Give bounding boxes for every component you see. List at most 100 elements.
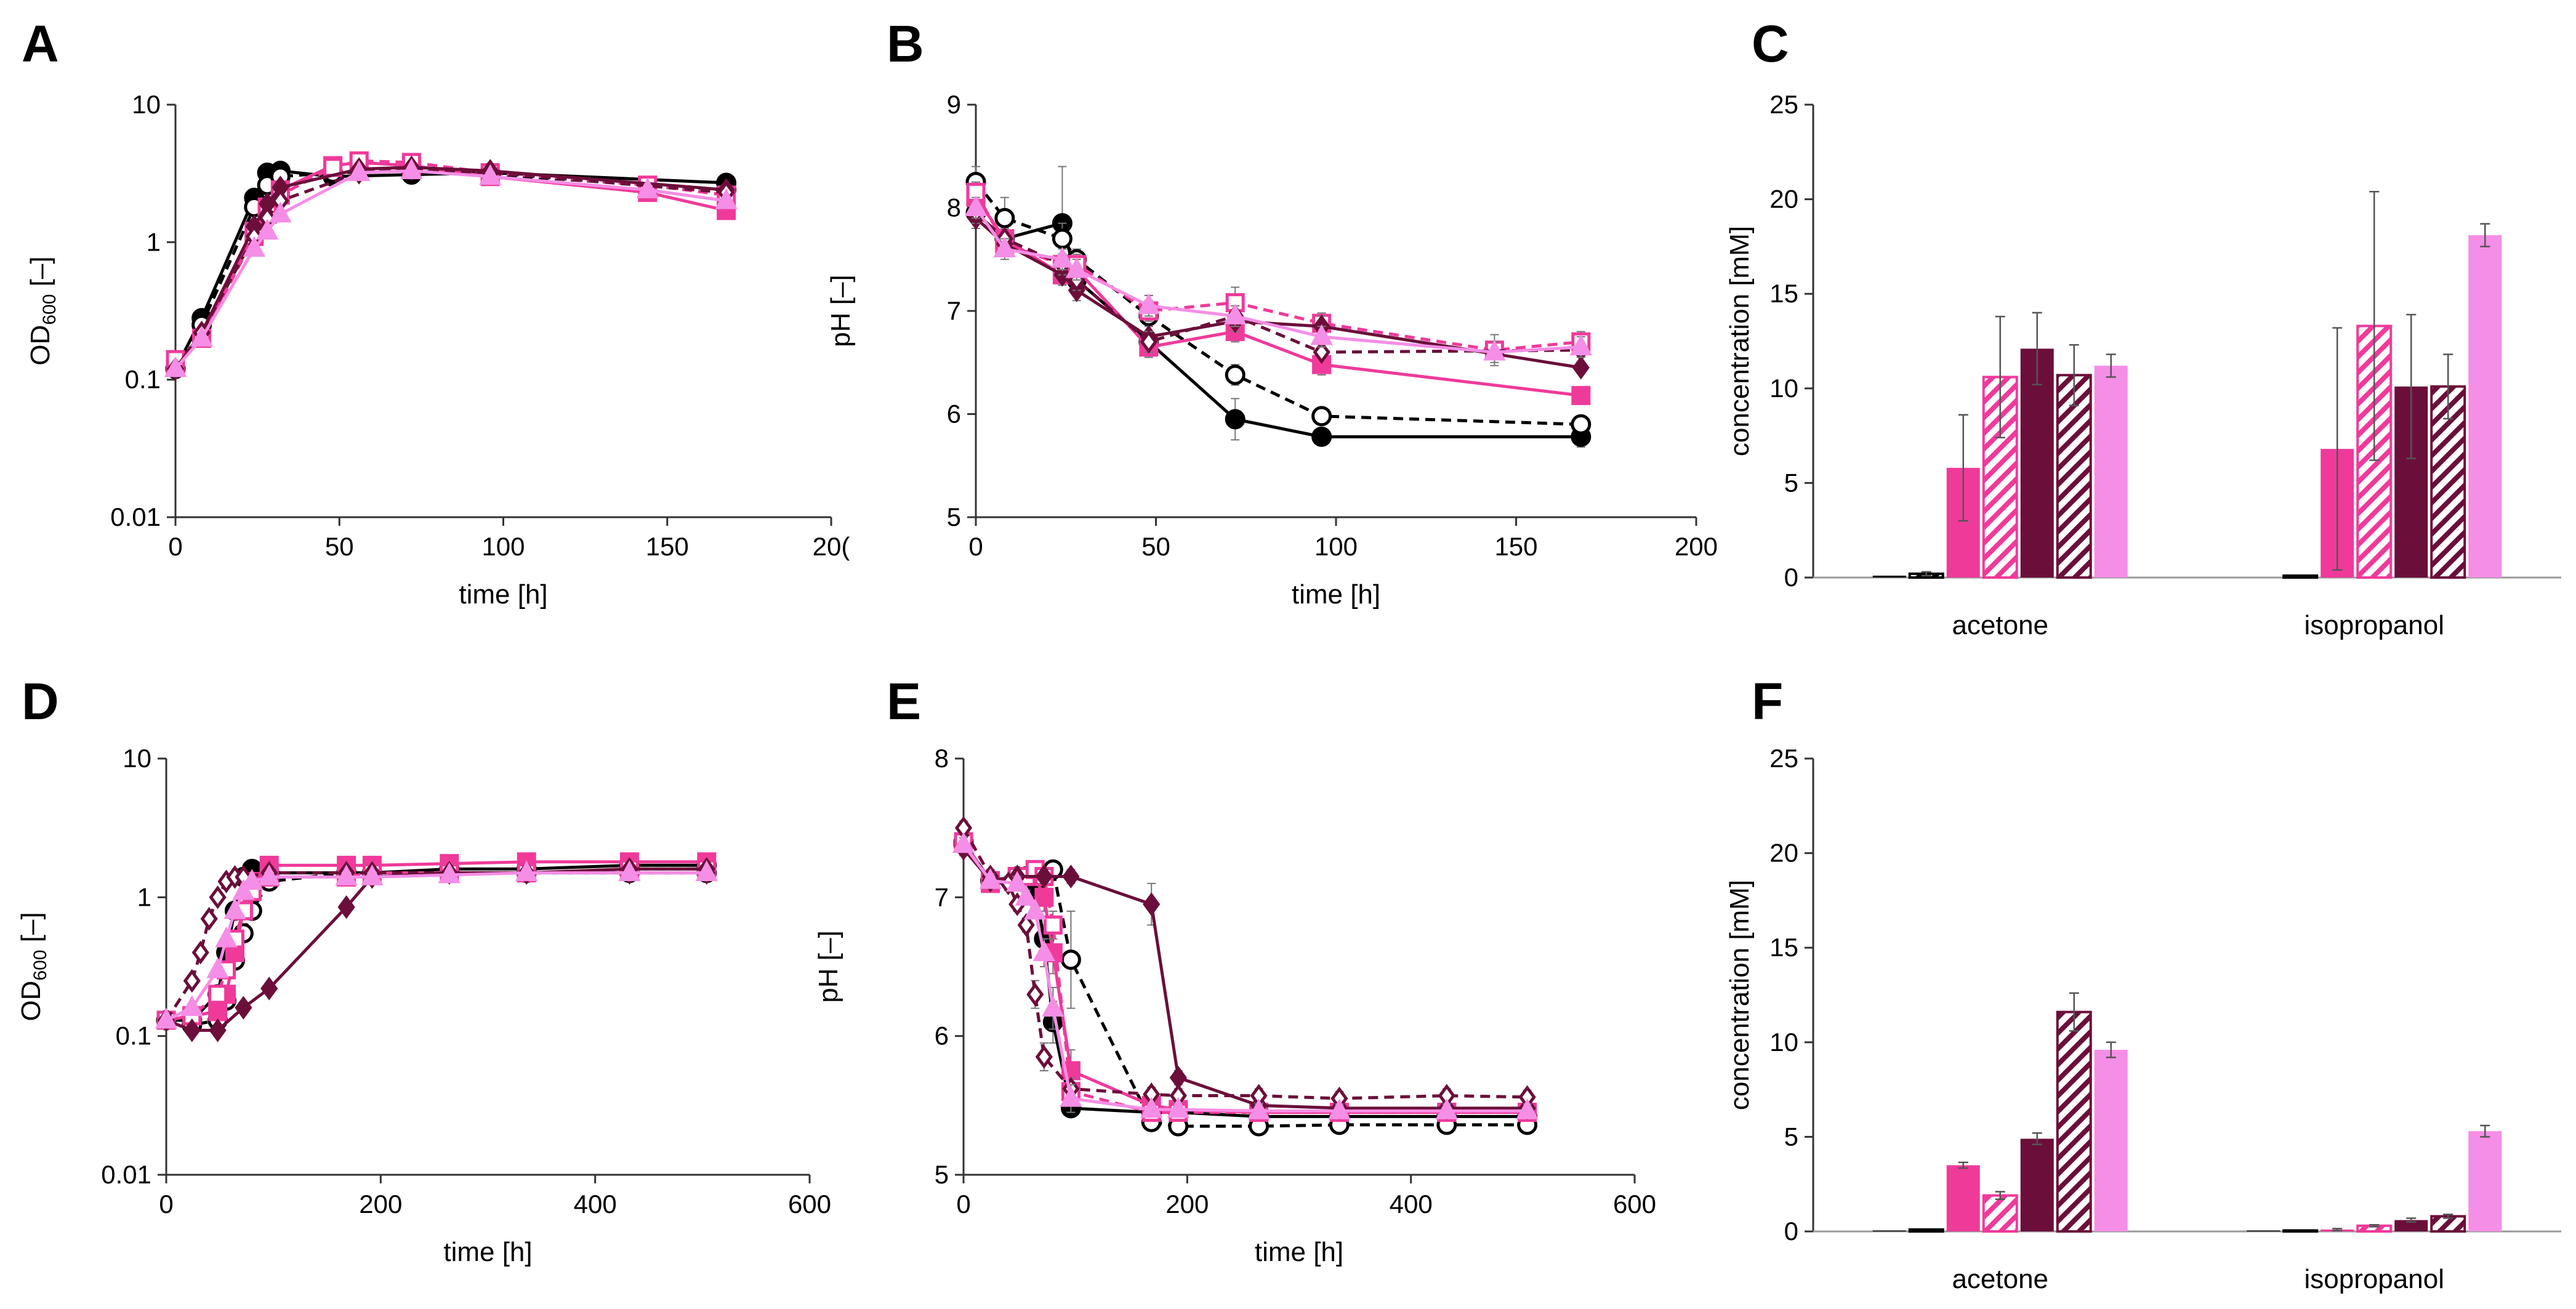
data-point [241,869,264,890]
data-point [1516,1098,1539,1119]
series-line [974,196,1582,397]
panel-letter-e: E [887,672,921,730]
x-axis-title: time [h] [1255,1237,1343,1267]
series-maroon-filled-diamond [954,837,1536,1121]
bar [2282,1229,2319,1233]
data-point [1062,864,1080,888]
data-point [1006,871,1029,892]
data-point [1140,1097,1163,1118]
data-point [155,1007,178,1029]
x-tick-label: 200 [1675,532,1718,561]
data-point [190,326,213,347]
data-point [1328,1098,1351,1119]
data-point [337,895,355,919]
series-line [975,217,1582,369]
y-axis-title: OD600 [–] [25,256,60,365]
y-tick-label: 10 [123,744,151,773]
y-tick-label: 7 [947,296,961,325]
y-tick-label: 0 [1784,563,1798,592]
panel-letter-f: F [1752,672,1783,730]
data-point [191,940,209,965]
panel-b: B 5 6 7 8 9 0 50 100 150 200 time [h] pH [–] [826,15,1718,610]
x-tick-label: 150 [646,532,689,561]
x-tick-label: 200 [359,1190,402,1218]
data-point [256,219,279,240]
bar [2056,1010,2092,1233]
y-tick-label: 8 [935,744,949,773]
data-point [618,860,641,882]
y-tick-label: 6 [947,400,961,429]
series-light-pink-triangle [155,860,718,1029]
y-tick-label: 8 [947,193,961,222]
data-point [1310,324,1333,345]
panel-c: C 0 5 10 15 20 25 concentration [mM] acetone isop… [1725,15,2561,640]
x-tick-label: 0 [159,1190,173,1218]
bar [1982,1194,2018,1233]
y-tick-label: 0.01 [110,502,161,531]
x-tick-label: 400 [1390,1190,1433,1218]
bar [2247,1230,2280,1231]
data-point [183,1018,201,1042]
data-point [994,207,1015,228]
y-tick-label: 25 [1769,90,1798,119]
data-point [1569,334,1592,356]
series-line [174,169,727,370]
data-point [952,832,975,853]
y-tick-label: 10 [1769,1028,1798,1057]
data-point [715,188,738,209]
y-tick-label: 5 [1784,1122,1798,1151]
y-axis-title: OD600 [–] [16,912,50,1021]
x-tick-label: 50 [1141,532,1170,561]
data-point [1312,355,1332,374]
data-point [180,995,203,1017]
bar [2282,574,2319,579]
data-point [1247,1098,1270,1119]
y-tick-label: 10 [132,90,161,119]
data-point [1225,409,1246,430]
category-label: acetone [1952,610,2048,640]
y-tick-label: 0.01 [101,1160,151,1189]
series-line [975,212,1581,354]
y-tick-label: 25 [1769,744,1798,773]
data-point [1015,885,1037,906]
data-point [200,907,218,931]
data-point [1035,1045,1053,1069]
bar [2468,1131,2502,1231]
y-axis-title: concentration [mM] [1725,226,1755,456]
data-point [260,977,278,1001]
data-point [400,158,423,180]
series-light-pink-triangle [164,158,738,377]
data-point [438,862,461,884]
y-axis-title: concentration [mM] [1725,880,1755,1110]
x-axis-title: time [h] [1292,579,1380,610]
x-tick-label: 600 [788,1190,831,1218]
data-point [979,868,1002,889]
data-point [209,885,227,909]
x-tick-label: 400 [574,1190,617,1218]
y-axis-title: pH [–] [826,275,856,347]
x-axis-title: time [h] [443,1237,532,1267]
y-tick-label: 0 [1784,1217,1798,1246]
y-tick-label: 6 [935,1021,949,1050]
y-tick-label: 9 [947,90,961,119]
data-point [993,236,1016,257]
panel-e: E 5 6 7 8 0 200 400 600 time [h] pH [–] [813,672,1656,1267]
data-point [243,236,265,257]
bar [2468,235,2502,578]
y-tick-label: 20 [1769,185,1798,214]
panel-f: F 0 5 10 15 20 25 concentration [mM] acetone isop… [1725,672,2561,1294]
x-tick-label: 50 [325,532,354,561]
x-tick-label: 0 [168,532,182,561]
data-point [361,864,384,885]
y-tick-label: 15 [1769,933,1798,962]
y-tick-label: 0.1 [125,365,161,394]
panel-d: D 0.01 0.1 1 10 0 200 400 600 time [h] OD600 [–] [16,672,831,1267]
bar [2094,365,2128,578]
x-tick-label: 600 [1613,1190,1656,1218]
panel-letter-b: B [887,15,924,73]
bar [2394,1220,2428,1231]
x-tick-label: 100 [481,532,525,561]
bar [2020,1138,2054,1231]
data-point [1140,330,1157,354]
data-point [235,996,252,1020]
